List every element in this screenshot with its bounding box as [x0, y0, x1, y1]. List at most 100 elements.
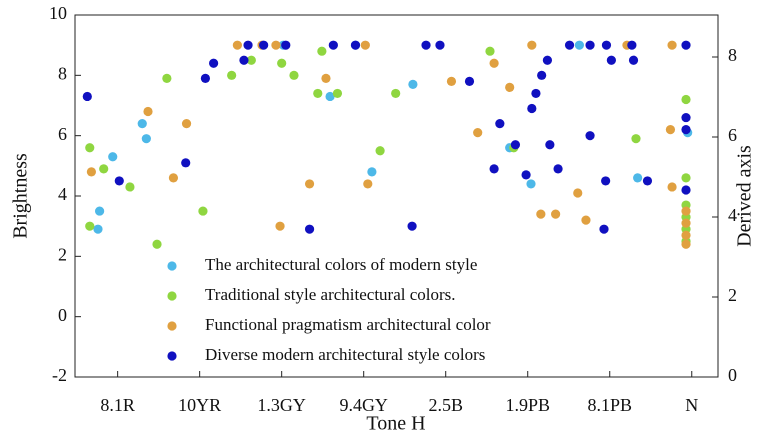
point: [545, 140, 555, 150]
point: [681, 206, 691, 216]
point: [681, 125, 691, 135]
point: [321, 73, 331, 83]
point: [317, 46, 327, 56]
legend-marker: [167, 291, 177, 301]
y2-tick-label: 4: [728, 205, 737, 225]
point: [367, 167, 377, 177]
point: [259, 40, 269, 50]
point: [531, 88, 541, 99]
point: [243, 40, 253, 50]
point: [363, 179, 373, 189]
point: [631, 134, 641, 144]
point: [137, 119, 147, 129]
point: [574, 40, 584, 50]
point: [125, 182, 135, 192]
point: [606, 55, 616, 65]
point: [495, 119, 505, 129]
point: [489, 164, 499, 174]
point: [99, 164, 109, 174]
point: [95, 206, 105, 216]
x-tick-label: 2.5B: [428, 395, 463, 415]
y-axis-label: Brightness: [10, 153, 32, 239]
point: [505, 82, 515, 92]
point: [360, 40, 370, 50]
y2-tick-label: 6: [728, 125, 737, 145]
y-tick-label: 4: [58, 184, 67, 204]
x-tick-label: 1.3GY: [257, 395, 306, 415]
point: [141, 134, 151, 144]
point: [304, 224, 315, 234]
legend-marker: [167, 261, 177, 271]
point: [527, 103, 537, 114]
point: [232, 40, 242, 50]
point: [628, 55, 639, 65]
point: [564, 40, 575, 50]
point: [527, 40, 537, 50]
point: [86, 167, 97, 177]
point: [328, 40, 338, 50]
point: [239, 55, 249, 65]
point: [681, 230, 691, 240]
y-tick-label: 8: [58, 63, 67, 83]
point: [526, 179, 536, 189]
point: [473, 128, 483, 138]
point: [325, 91, 335, 102]
point: [391, 88, 401, 99]
point: [82, 91, 92, 102]
point: [85, 143, 95, 153]
point: [289, 70, 299, 80]
point: [408, 79, 418, 89]
x-tick-label: 1.9PB: [505, 395, 550, 415]
point: [536, 209, 546, 219]
point: [464, 76, 475, 86]
point: [681, 239, 691, 249]
legend-label: Diverse modern architectural style color…: [205, 345, 485, 364]
point: [271, 40, 281, 50]
point: [633, 173, 643, 183]
point: [665, 125, 676, 135]
legend-marker: [167, 351, 177, 361]
point: [435, 40, 445, 50]
point: [599, 224, 609, 234]
point: [114, 176, 124, 186]
point: [681, 40, 691, 50]
point: [421, 40, 431, 50]
y2-tick-label: 0: [728, 365, 737, 385]
point: [585, 40, 595, 50]
point: [108, 152, 118, 162]
legend-label: Traditional style architectural colors.: [205, 285, 456, 304]
point: [681, 185, 691, 195]
x-tick-label: N: [685, 395, 698, 415]
point: [681, 94, 691, 105]
point: [485, 46, 495, 56]
y-tick-label: 2: [58, 244, 67, 264]
point: [551, 209, 561, 219]
point: [573, 188, 583, 198]
point: [332, 88, 343, 99]
point: [168, 173, 179, 183]
point: [537, 70, 547, 80]
legend-label: Functional pragmatism architectural colo…: [205, 315, 491, 334]
point: [585, 131, 595, 141]
point: [601, 40, 612, 50]
point: [181, 158, 191, 168]
point: [277, 58, 287, 68]
point: [681, 173, 691, 183]
point: [642, 176, 653, 186]
point: [667, 182, 677, 192]
point: [85, 221, 95, 231]
x-axis-label: Tone H: [366, 413, 425, 435]
x-tick-label: 8.1R: [100, 395, 135, 415]
point: [521, 170, 531, 180]
point: [209, 58, 219, 68]
point: [681, 218, 691, 228]
y2-axis-label: Derived axis: [734, 145, 756, 247]
point: [542, 55, 553, 65]
point: [446, 76, 457, 86]
point: [162, 73, 172, 83]
point: [200, 73, 211, 83]
point: [281, 40, 291, 50]
point: [581, 215, 591, 225]
point: [227, 70, 237, 80]
